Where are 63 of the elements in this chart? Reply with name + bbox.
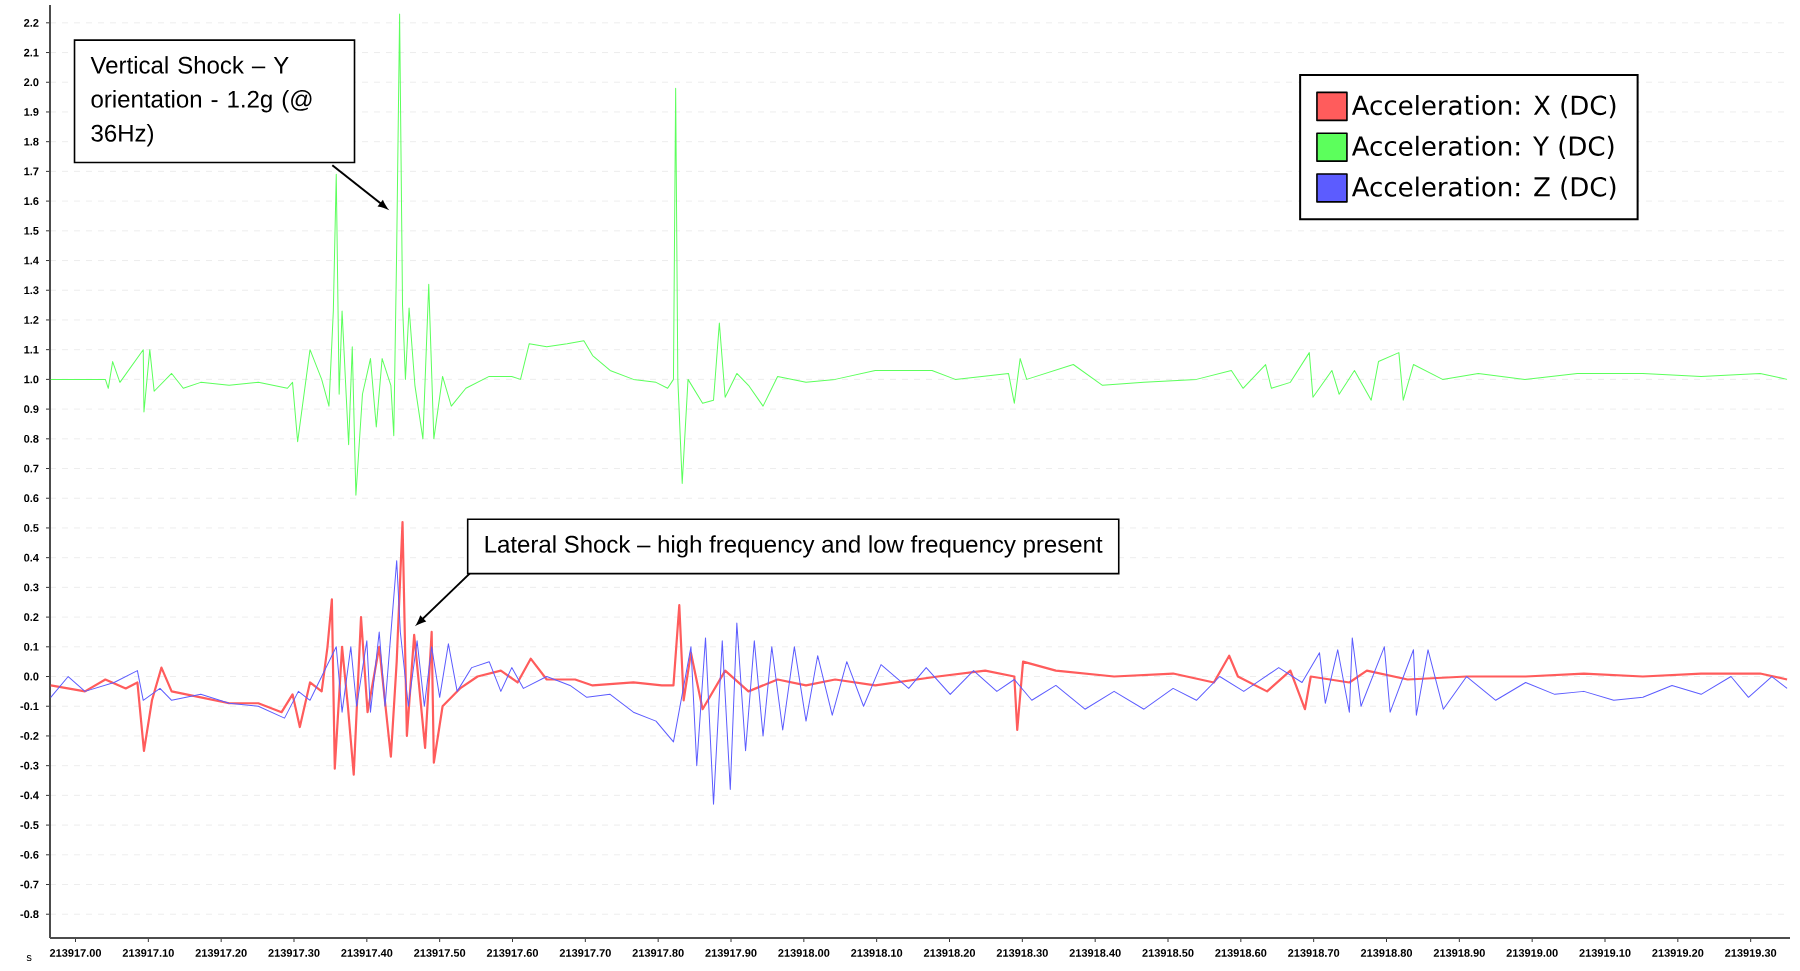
x-tick-label: 213918.40 bbox=[1069, 949, 1121, 957]
y-tick-label: 0.9 bbox=[24, 405, 39, 413]
y-tick-label: -0.4 bbox=[20, 791, 39, 800]
y-tick-label: 1.3 bbox=[24, 286, 39, 295]
x-tick-label: 213918.80 bbox=[1360, 949, 1413, 957]
y-tick-label: -0.1 bbox=[20, 702, 39, 711]
y-tick-label: 0.0 bbox=[24, 672, 39, 681]
y-tick-label: 1.5 bbox=[24, 226, 39, 235]
annotation: Lateral Shock – high frequency and low frequency present bbox=[485, 535, 1103, 558]
y-tick-label: 0.7 bbox=[24, 464, 39, 473]
y-tick-label: -0.5 bbox=[20, 821, 39, 829]
y-tick-label: -0.7 bbox=[20, 880, 39, 889]
x-tick-label: 213918.10 bbox=[851, 949, 903, 957]
x-tick-label: 213917.80 bbox=[632, 949, 684, 957]
y-tick-label: 2.1 bbox=[24, 48, 39, 57]
x-tick-label: 213918.50 bbox=[1142, 949, 1194, 957]
x-tick-label: 213918.60 bbox=[1215, 949, 1267, 957]
y-tick-label: 1.4 bbox=[24, 256, 39, 265]
x-tick-label: 213918.20 bbox=[923, 949, 976, 957]
y-tick-label: 1.6 bbox=[24, 197, 39, 205]
y-tick-label: 2.2 bbox=[24, 18, 39, 27]
x-tick-label: 213919.20 bbox=[1652, 949, 1704, 957]
x-tick-label: 213918.70 bbox=[1288, 949, 1340, 957]
line-series bbox=[50, 520, 1789, 776]
y-tick-label: 1.1 bbox=[24, 345, 39, 354]
y-tick-label: 1.9 bbox=[24, 108, 39, 116]
y-tick-label: -0.8 bbox=[20, 910, 39, 919]
x-tick-label: 213917.10 bbox=[122, 949, 174, 957]
annotation: Vertical Shock – Y orientation - 1.2g (@ 36Hz) bbox=[90, 56, 312, 147]
y-tick-label: -0.6 bbox=[20, 850, 39, 859]
y-tick-label: 0.8 bbox=[24, 434, 39, 443]
x-tick-label: 213917.90 bbox=[705, 949, 757, 957]
x-tick-label: 213917.30 bbox=[268, 949, 320, 957]
y-tick-label: 0.5 bbox=[24, 524, 39, 532]
y-tick-label: 0.2 bbox=[24, 613, 39, 621]
x-tick-label: 213918.00 bbox=[778, 949, 830, 957]
y-tick-label: 1.7 bbox=[24, 167, 39, 176]
legend-label: Acceleration: Y (DC) bbox=[1351, 135, 1614, 159]
x-tick-label: 213917.00 bbox=[49, 949, 102, 957]
y-tick-label: 1.2 bbox=[24, 316, 39, 324]
x-tick-label: 213918.90 bbox=[1433, 949, 1485, 957]
x-tick-label: 213919.30 bbox=[1725, 949, 1777, 957]
x-tick-label: 213919.00 bbox=[1506, 949, 1558, 957]
y-tick-label: 0.1 bbox=[24, 642, 39, 651]
y-tick-label: 0.4 bbox=[24, 553, 39, 562]
y-tick-label: 1.8 bbox=[24, 137, 39, 146]
x-tick-label: 213917.50 bbox=[414, 949, 466, 957]
x-axis-title: s bbox=[26, 955, 32, 962]
legend-label: Acceleration: Z (DC) bbox=[1351, 176, 1616, 200]
x-tick-label: 213917.20 bbox=[195, 949, 247, 957]
line-series bbox=[50, 560, 1788, 805]
y-tick-label: 1.0 bbox=[24, 375, 39, 384]
legend-label: Acceleration: X (DC) bbox=[1351, 95, 1616, 119]
y-tick-label: 2.0 bbox=[24, 78, 39, 87]
x-tick-label: 213917.40 bbox=[341, 949, 393, 957]
y-tick-label: 0.6 bbox=[24, 494, 39, 503]
x-tick-label: 213918.30 bbox=[996, 949, 1048, 957]
y-tick-label: 0.3 bbox=[24, 583, 39, 592]
x-tick-label: 213917.60 bbox=[486, 949, 539, 957]
x-tick-label: 213919.10 bbox=[1579, 949, 1631, 957]
x-tick-label: 213917.70 bbox=[559, 949, 611, 957]
y-tick-label: -0.2 bbox=[20, 732, 39, 740]
y-tick-label: -0.3 bbox=[20, 761, 39, 770]
